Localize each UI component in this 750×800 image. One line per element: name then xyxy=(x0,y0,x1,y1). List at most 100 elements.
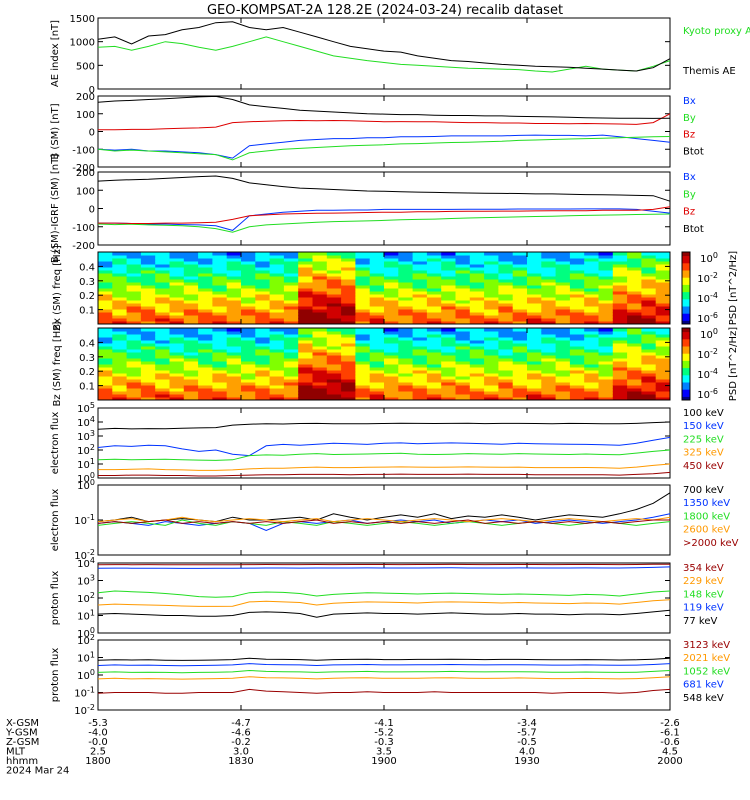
spectrogram-cell xyxy=(255,321,271,325)
spectrogram-cell xyxy=(469,321,485,325)
spectrogram-cell xyxy=(441,376,456,380)
spectrogram-cell xyxy=(269,361,285,365)
spectrogram-cell xyxy=(112,334,128,338)
spectrogram-cell xyxy=(426,300,442,304)
spectrogram-cell xyxy=(269,346,285,350)
y-tick-label: 0 xyxy=(89,205,95,216)
spectrogram-cell xyxy=(641,346,657,350)
spectrogram-cell xyxy=(169,355,185,359)
spectrogram-cell xyxy=(326,379,342,383)
spectrogram-cell xyxy=(341,297,356,301)
spectrogram-cell xyxy=(598,282,614,286)
spectrogram-cell xyxy=(283,394,299,398)
spectrogram-cell xyxy=(355,355,371,359)
spectrogram-cell xyxy=(226,373,242,377)
spectrogram-cell xyxy=(226,397,242,401)
spectrogram-cell xyxy=(241,340,256,344)
spectrogram-cell xyxy=(455,270,471,274)
series-line-Themis-AE xyxy=(97,21,671,72)
spectrogram-cell xyxy=(484,258,499,262)
spectrogram-cell xyxy=(255,349,271,353)
spectrogram-cell xyxy=(398,297,414,301)
spectrogram-cell xyxy=(283,364,299,368)
spectrogram-cell xyxy=(112,282,128,286)
spectrogram-cell xyxy=(598,364,614,368)
spectrogram-cell xyxy=(198,382,213,386)
spectrogram-cell xyxy=(512,270,528,274)
spectrogram-cell xyxy=(355,285,371,289)
spectrogram-cell xyxy=(555,355,571,359)
spectrogram-cell xyxy=(527,291,542,295)
spectrogram-cell xyxy=(198,288,213,292)
spectrogram-cell xyxy=(498,358,514,362)
spectrogram-cell xyxy=(484,379,499,383)
spectrogram-cell xyxy=(98,288,113,292)
spectrogram-cell xyxy=(641,349,657,353)
spectrogram-cell xyxy=(641,385,657,389)
spectrogram-cell xyxy=(298,321,313,325)
spectrogram-cell xyxy=(512,367,528,371)
spectrogram-cell xyxy=(598,370,614,374)
spectrogram-cell xyxy=(655,340,671,344)
spectrogram-cell xyxy=(541,373,557,377)
spectrogram-cell xyxy=(326,364,342,368)
spectrogram-cell xyxy=(255,294,271,298)
spectrogram-cell xyxy=(569,373,585,377)
spectrogram-cell xyxy=(484,255,499,259)
spectrogram-cell xyxy=(441,328,456,332)
colorbar-step xyxy=(682,262,690,266)
spectrogram-cell xyxy=(569,346,585,350)
spectrogram-cell xyxy=(441,388,456,392)
spectrogram-cell xyxy=(441,373,456,377)
spectrogram-cell xyxy=(555,285,571,289)
spectrogram-cell xyxy=(398,376,414,380)
spectrogram-cell xyxy=(469,312,485,316)
spectrogram-cell xyxy=(512,355,528,359)
spectrogram-cell xyxy=(212,267,228,271)
spectrogram-cell xyxy=(627,328,642,332)
spectrogram-cell xyxy=(612,349,628,353)
spectrogram-cell xyxy=(541,346,557,350)
spectrogram-cell xyxy=(255,297,271,301)
spectrogram-cell xyxy=(555,303,571,307)
spectrogram-cell xyxy=(555,334,571,338)
spectrogram-cell xyxy=(569,300,585,304)
spectrogram-cell xyxy=(441,297,456,301)
spectrogram-cell xyxy=(584,297,599,301)
spectrogram-cell xyxy=(527,297,542,301)
spectrogram-cell xyxy=(627,309,642,313)
spectrogram-cell xyxy=(569,258,585,262)
spectrogram-cell xyxy=(541,370,557,374)
spectrogram-cell xyxy=(169,318,185,322)
spectrogram-cell xyxy=(569,267,585,271)
spectrogram-cell xyxy=(384,361,399,365)
spectrogram-cell xyxy=(198,318,213,322)
spectrogram-cell xyxy=(341,385,356,389)
spectrogram-cell xyxy=(455,315,471,319)
spectrogram-cell xyxy=(255,285,271,289)
spectrogram-cell xyxy=(369,340,385,344)
spectrogram-cell xyxy=(255,282,271,286)
spectrogram-cell xyxy=(512,288,528,292)
spectrogram-cell xyxy=(384,288,399,292)
spectrogram-cell xyxy=(226,346,242,350)
spectrogram-cell xyxy=(126,340,142,344)
spectrogram-cell xyxy=(341,394,356,398)
spectrogram-cell xyxy=(398,276,414,280)
spectrogram-cell xyxy=(426,343,442,347)
y-axis-label: Bz (SM) freq [Hz] xyxy=(52,321,63,406)
spectrogram-cell xyxy=(269,300,285,304)
spectrogram-cell xyxy=(355,288,371,292)
spectrogram-cell xyxy=(183,394,199,398)
spectrogram-cell xyxy=(655,309,671,313)
spectrogram-cell xyxy=(212,367,228,371)
spectrogram-cell xyxy=(398,343,414,347)
spectrogram-cell xyxy=(241,282,256,286)
spectrogram-cell xyxy=(283,285,299,289)
spectrogram-cell xyxy=(169,321,185,325)
spectrogram-cell xyxy=(412,382,428,386)
spectrogram-cell xyxy=(655,258,671,262)
spectrogram-cell xyxy=(169,264,185,268)
spectrogram-cell xyxy=(541,385,557,389)
spectrogram-cell xyxy=(169,312,185,316)
